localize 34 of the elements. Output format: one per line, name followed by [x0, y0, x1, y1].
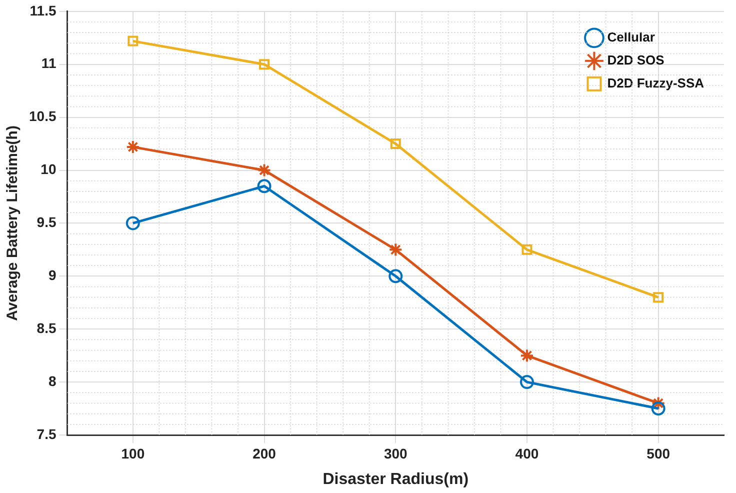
- point: [520, 348, 534, 363]
- legend-label: D2D Fuzzy-SSA: [607, 75, 705, 90]
- y-tick-label: 10.5: [29, 108, 56, 124]
- legend-label: Cellular: [607, 29, 655, 44]
- point: [653, 292, 664, 303]
- point: [520, 375, 534, 390]
- point: [522, 244, 532, 255]
- point: [128, 36, 138, 46]
- x-axis-title: Disaster Radius(m): [322, 470, 469, 488]
- y-tick-label: 8: [48, 372, 56, 389]
- x-tick-label: 200: [252, 445, 276, 462]
- y-tick-label: 7.5: [36, 426, 56, 442]
- y-tick-label: 9: [48, 267, 56, 284]
- point: [259, 59, 270, 70]
- x-tick-label: 400: [515, 445, 539, 462]
- y-tick-label: 9.5: [36, 214, 56, 230]
- y-tick-label: 10: [40, 161, 56, 178]
- point: [390, 138, 401, 150]
- point: [257, 179, 272, 194]
- point: [126, 216, 140, 230]
- point: [388, 242, 403, 257]
- legend-label: D2D SOS: [607, 52, 665, 68]
- y-axis-title: Average Battery Lifetime(h): [4, 126, 22, 321]
- point: [651, 396, 666, 410]
- point: [388, 269, 403, 284]
- x-tick-label: 300: [384, 445, 408, 462]
- y-tick-label: 8.5: [36, 320, 56, 336]
- x-tick-label: 100: [121, 445, 145, 462]
- y-tick-label: 11.5: [30, 2, 56, 18]
- x-tick-label: 500: [646, 445, 670, 462]
- y-tick-label: 11: [41, 55, 56, 72]
- point: [126, 140, 140, 154]
- point: [651, 402, 666, 416]
- point: [257, 163, 272, 178]
